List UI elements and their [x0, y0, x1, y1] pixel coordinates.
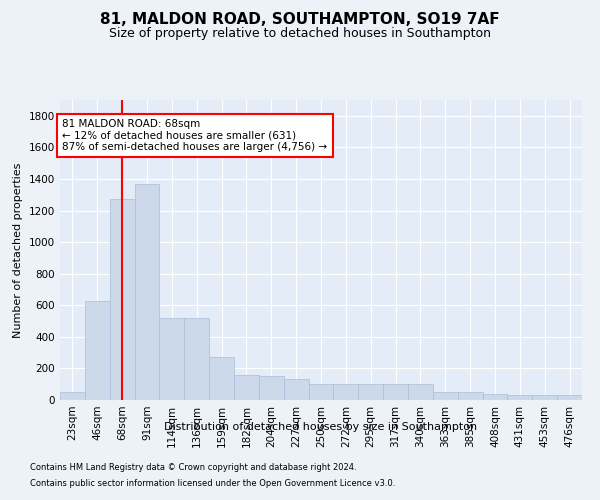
Text: Contains HM Land Registry data © Crown copyright and database right 2024.: Contains HM Land Registry data © Crown c…	[30, 464, 356, 472]
Bar	[85, 300, 110, 400]
Text: Size of property relative to detached houses in Southampton: Size of property relative to detached ho…	[109, 28, 491, 40]
Bar	[532, 396, 557, 400]
Bar	[60, 392, 85, 400]
Bar	[458, 392, 482, 400]
Bar	[160, 318, 184, 400]
Bar	[383, 384, 408, 400]
Bar	[557, 396, 582, 400]
Bar	[209, 358, 234, 400]
Bar	[308, 384, 334, 400]
Bar	[358, 384, 383, 400]
Bar	[259, 376, 284, 400]
Bar	[408, 384, 433, 400]
Bar	[334, 384, 358, 400]
Text: 81 MALDON ROAD: 68sqm
← 12% of detached houses are smaller (631)
87% of semi-det: 81 MALDON ROAD: 68sqm ← 12% of detached …	[62, 119, 328, 152]
Bar	[284, 380, 308, 400]
Text: Distribution of detached houses by size in Southampton: Distribution of detached houses by size …	[164, 422, 478, 432]
Bar	[508, 396, 532, 400]
Y-axis label: Number of detached properties: Number of detached properties	[13, 162, 23, 338]
Bar	[482, 394, 508, 400]
Bar	[184, 318, 209, 400]
Bar	[433, 392, 458, 400]
Bar	[110, 200, 134, 400]
Text: Contains public sector information licensed under the Open Government Licence v3: Contains public sector information licen…	[30, 478, 395, 488]
Bar	[234, 374, 259, 400]
Text: 81, MALDON ROAD, SOUTHAMPTON, SO19 7AF: 81, MALDON ROAD, SOUTHAMPTON, SO19 7AF	[100, 12, 500, 28]
Bar	[134, 184, 160, 400]
